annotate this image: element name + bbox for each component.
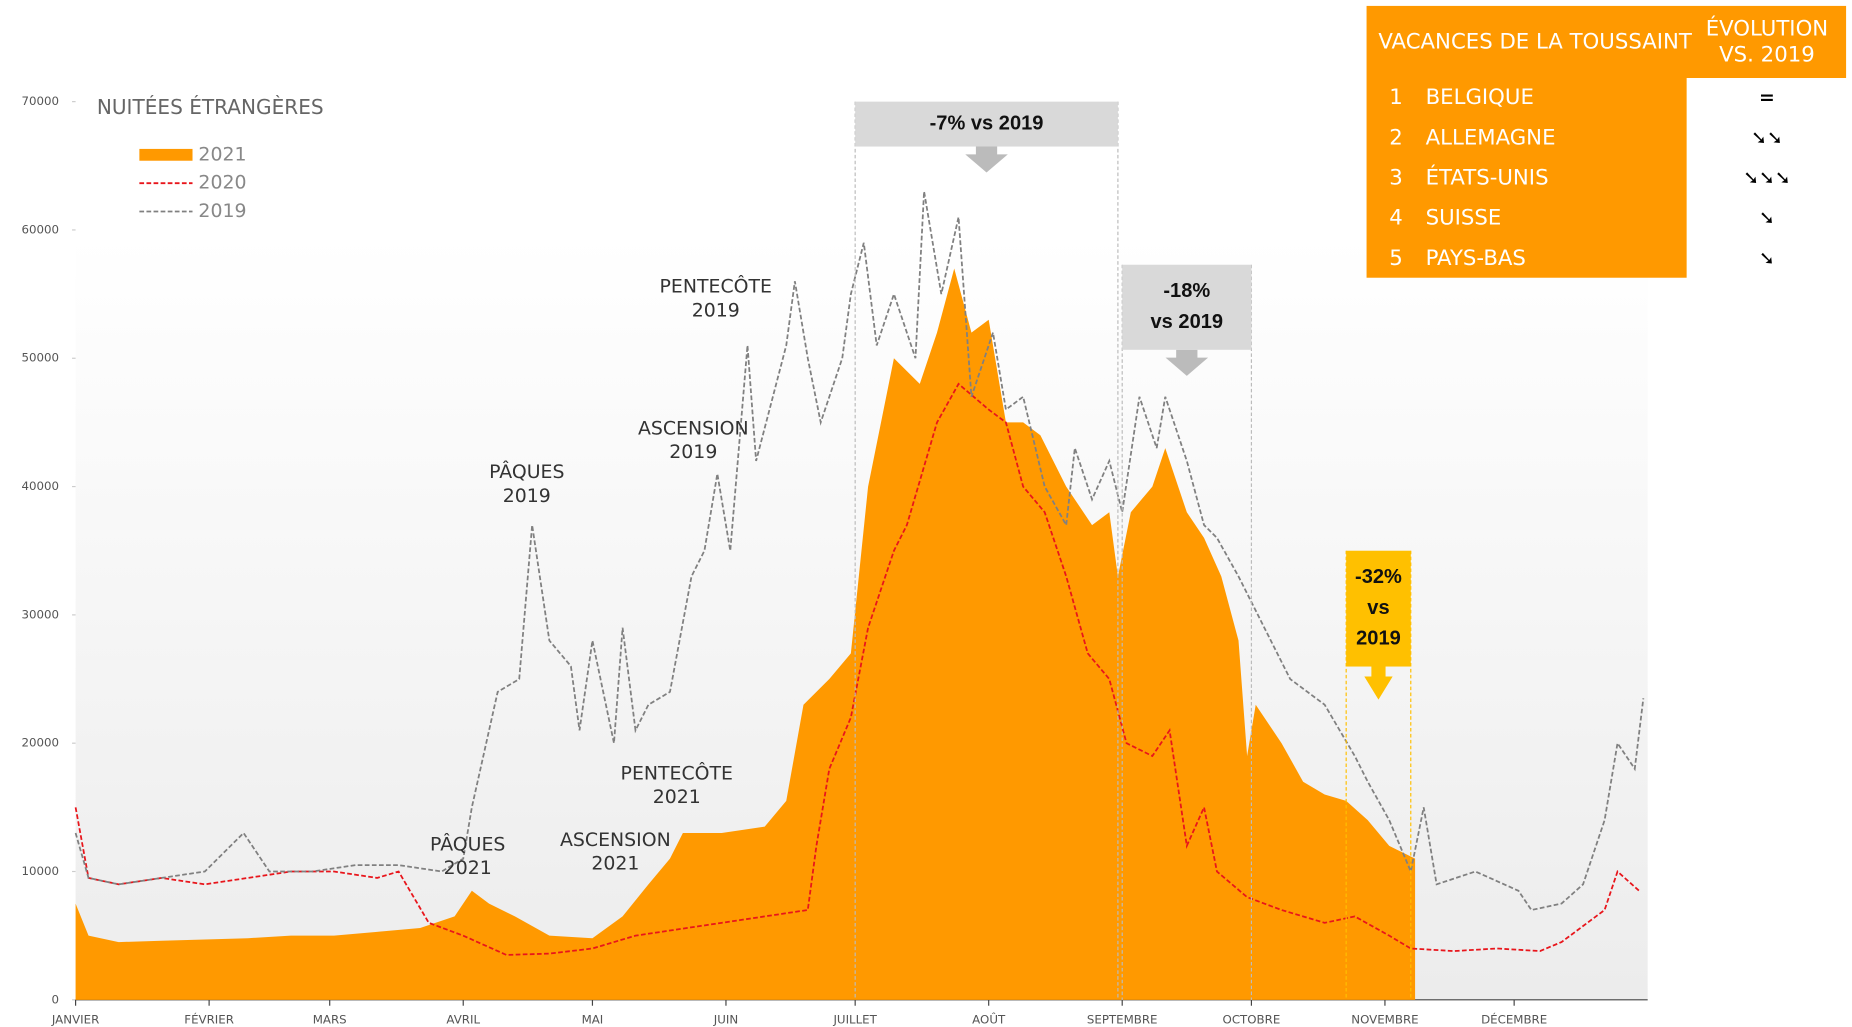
y-tick-label: 10000 [22,864,60,878]
period-label: -18% [1163,280,1210,302]
annotation: PÂQUES [489,460,564,483]
annotation: PENTECÔTE [621,761,733,785]
y-tick-label: 70000 [22,94,60,108]
chart-title: NUITÉES ÉTRANGÈRES [97,95,324,119]
x-tick-label: OCTOBRE [1223,1012,1281,1026]
x-tick-label: MAI [582,1012,604,1026]
annotation: ASCENSION [560,829,671,851]
y-tick-label: 30000 [22,607,60,621]
x-tick-label: NOVEMBRE [1351,1012,1418,1026]
period-box [855,101,1118,147]
table-country: SUISSE [1426,206,1502,231]
x-tick-label: MARS [313,1012,347,1026]
table-rank: 2 [1389,125,1403,150]
y-tick-label: 0 [52,992,60,1006]
table-evolution-header: VS. 2019 [1719,43,1815,68]
annotation: ASCENSION [638,417,749,439]
y-tick-label: 50000 [22,351,60,365]
x-tick-label: DÉCEMBRE [1481,1011,1547,1026]
table-evolution: ➘➘ [1751,127,1783,149]
table-header: VACANCES DE LA TOUSSAINT [1378,30,1693,55]
x-tick-label: JUILLET [832,1012,877,1026]
y-tick-label: 20000 [22,736,60,750]
annotation: 2021 [653,786,701,808]
table-evolution: ➘ [1759,207,1775,229]
table-evolution: ➘➘➘ [1743,167,1790,189]
period-label: vs 2019 [1151,311,1224,333]
period-label: -32% [1355,566,1402,588]
line-2019 [74,191,1645,911]
legend-label: 2020 [198,172,246,194]
annotation: PENTECÔTE [660,274,772,298]
legend-swatch [139,148,193,161]
table-evolution-header: ÉVOLUTION [1706,16,1828,42]
period-arrow [1165,349,1209,376]
table-country: PAYS-BAS [1426,246,1526,271]
x-tick-label: AVRIL [446,1012,480,1026]
period-label: -7% vs 2019 [930,112,1044,134]
table-evolution: = [1759,87,1775,109]
period-label: vs [1367,597,1389,619]
annotation: 2019 [669,441,717,463]
period-label: 2019 [1356,628,1401,650]
table-country: ALLEMAGNE [1426,125,1556,150]
table-rank: 3 [1389,165,1403,190]
y-tick-label: 60000 [22,222,60,236]
legend-label: 2019 [198,200,246,222]
x-tick-label: SEPTEMBRE [1087,1012,1158,1026]
table-evolution: ➘ [1759,247,1775,269]
annotation: 2019 [692,299,740,321]
table-header-bg [1366,5,1847,79]
period-box [1346,550,1411,667]
x-tick-label: AOÛT [972,1011,1006,1026]
annotation: 2021 [591,852,639,874]
x-tick-label: FÉVRIER [184,1011,234,1026]
period-arrow [965,146,1008,173]
annotation: 2019 [503,485,551,507]
annotation: PÂQUES [430,832,505,855]
table-rank: 5 [1389,246,1403,271]
period-box [1122,264,1252,350]
table-rank: 4 [1389,206,1403,231]
table-body-bg [1366,78,1687,278]
line-2020 [74,382,1640,956]
annotation: 2021 [444,857,492,879]
x-tick-label: JUIN [713,1012,738,1026]
table-country: BELGIQUE [1426,85,1534,110]
table-rank: 1 [1389,85,1403,110]
y-tick-label: 40000 [22,479,60,493]
legend-label: 2021 [198,143,246,165]
area-2021 [75,268,1416,1000]
table-country: ÉTATS-UNIS [1426,164,1549,190]
x-tick-label: JANVIER [51,1012,99,1026]
